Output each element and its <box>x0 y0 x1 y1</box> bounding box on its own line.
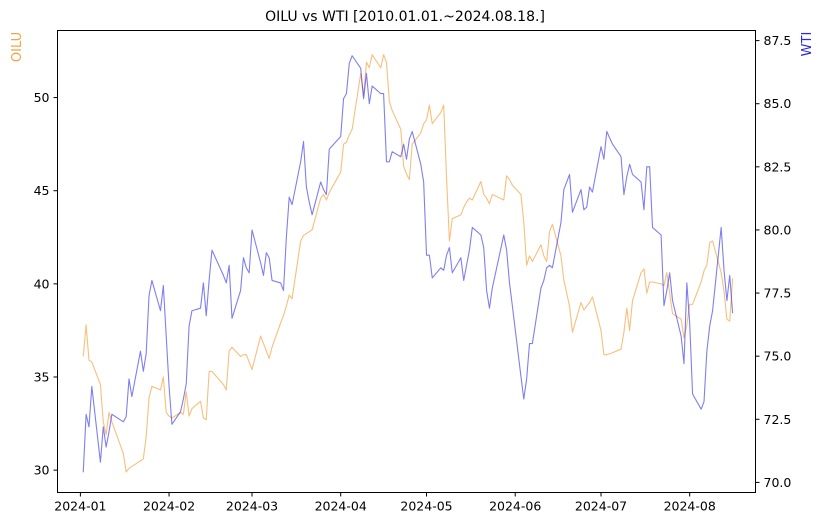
x-tick-label: 2024-08 <box>664 499 716 514</box>
plot-frame <box>57 30 756 493</box>
y-right-tick-label: 87.5 <box>764 33 792 48</box>
x-tick-label: 2024-01 <box>54 499 106 514</box>
x-tick-label: 2024-07 <box>575 499 627 514</box>
y-axis-left-label: OILU <box>10 32 25 62</box>
y-right-tick-label: 70.0 <box>764 475 792 490</box>
x-tick-label: 2024-04 <box>315 499 367 514</box>
series-layer <box>82 54 734 473</box>
x-tick-label: 2024-05 <box>400 499 452 514</box>
y-right-tick-label: 80.0 <box>764 222 792 237</box>
chart-title: OILU vs WTI [2010.01.01.~2024.08.18.] <box>265 9 545 25</box>
x-tick-label: 2024-03 <box>226 499 278 514</box>
y-left-tick-label: 30 <box>34 463 50 478</box>
x-tick-label: 2024-02 <box>143 499 195 514</box>
y-left-tick-label: 35 <box>34 370 50 385</box>
axes-layer: 2024-01 2024-02 2024-03 2024-04 2024-05 2024-… <box>34 33 792 513</box>
y-axis-right-label: WTI <box>800 32 815 57</box>
y-right-tick-label: 85.0 <box>764 96 792 111</box>
y-right-tick-label: 77.5 <box>764 286 792 301</box>
x-tick-label: 2024-06 <box>489 499 541 514</box>
series-line-wti <box>82 55 734 473</box>
y-left-tick-label: 50 <box>34 90 50 105</box>
y-right-tick-label: 72.5 <box>764 412 792 427</box>
y-right-tick-label: 75.0 <box>764 349 792 364</box>
series-line-oilu <box>82 54 734 473</box>
y-right-tick-label: 82.5 <box>764 159 792 174</box>
y-left-tick-label: 40 <box>34 276 50 291</box>
y-left-tick-label: 45 <box>34 183 50 198</box>
